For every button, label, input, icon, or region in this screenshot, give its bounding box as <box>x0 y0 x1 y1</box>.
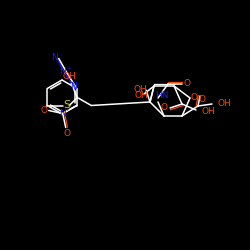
Text: OH: OH <box>62 72 76 81</box>
Text: N: N <box>59 67 66 76</box>
Text: O: O <box>63 129 70 138</box>
Text: OH: OH <box>133 86 147 94</box>
Text: O: O <box>190 94 198 102</box>
Text: N: N <box>51 53 58 62</box>
Text: N: N <box>70 82 77 91</box>
Text: OH: OH <box>202 108 216 116</box>
Text: OH: OH <box>134 90 148 100</box>
Text: +: + <box>64 107 69 112</box>
Text: OH: OH <box>218 98 232 108</box>
Text: O: O <box>198 94 205 104</box>
Text: -: - <box>47 104 49 109</box>
Text: O: O <box>40 106 47 115</box>
Text: N: N <box>59 109 66 118</box>
Text: +: + <box>66 66 71 71</box>
Text: -: - <box>60 52 62 57</box>
Text: HN: HN <box>155 90 169 100</box>
Text: O: O <box>160 104 168 112</box>
Text: S: S <box>64 100 71 110</box>
Text: O: O <box>184 78 190 88</box>
